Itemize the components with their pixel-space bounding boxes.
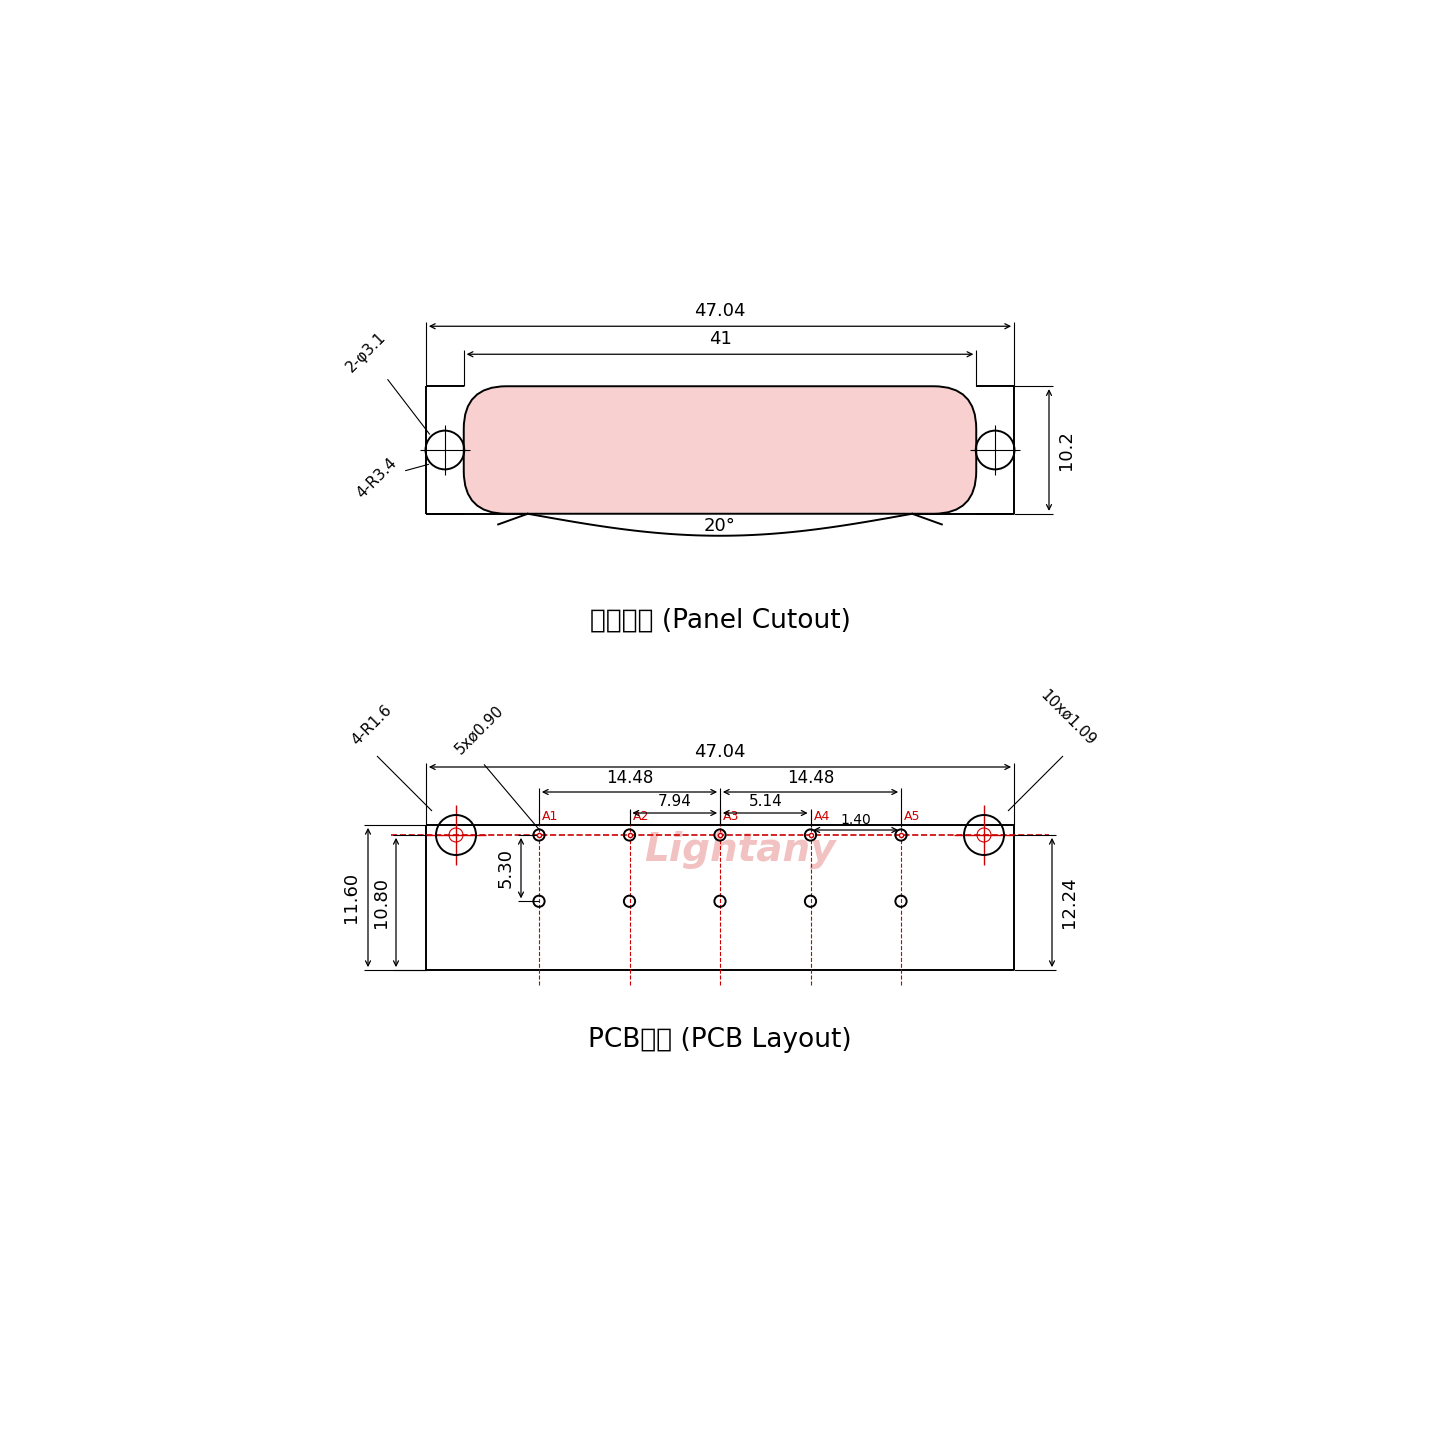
Text: 10xø1.09: 10xø1.09 xyxy=(1037,687,1099,747)
Text: 10.80: 10.80 xyxy=(372,877,390,927)
Text: A2: A2 xyxy=(632,811,649,824)
Text: A1: A1 xyxy=(541,811,559,824)
Text: 10.2: 10.2 xyxy=(1057,431,1076,469)
Text: 7.94: 7.94 xyxy=(658,793,691,809)
Text: 5xø0.90: 5xø0.90 xyxy=(452,703,507,756)
Text: 1.40: 1.40 xyxy=(841,814,871,827)
Text: 4-R1.6: 4-R1.6 xyxy=(348,703,395,747)
Text: 47.04: 47.04 xyxy=(694,302,746,320)
Text: 12.24: 12.24 xyxy=(1060,877,1079,929)
Text: 20°: 20° xyxy=(704,517,736,534)
Text: Lightany: Lightany xyxy=(644,831,835,868)
Text: 5.14: 5.14 xyxy=(749,793,782,809)
Text: 面板开孔 (Panel Cutout): 面板开孔 (Panel Cutout) xyxy=(589,608,851,634)
Text: 47.04: 47.04 xyxy=(694,743,746,760)
Text: A4: A4 xyxy=(814,811,829,824)
Text: A3: A3 xyxy=(723,811,739,824)
Text: 5.30: 5.30 xyxy=(497,848,516,888)
Text: 41: 41 xyxy=(708,330,732,348)
Text: Lightany: Lightany xyxy=(638,423,842,467)
Text: 4-R3.4: 4-R3.4 xyxy=(354,455,429,501)
Text: 2-φ3.1: 2-φ3.1 xyxy=(344,328,429,435)
Text: A5: A5 xyxy=(904,811,920,824)
FancyBboxPatch shape xyxy=(464,386,976,514)
Text: 14.48: 14.48 xyxy=(606,769,654,788)
Text: PCB布局 (PCB Layout): PCB布局 (PCB Layout) xyxy=(588,1027,852,1053)
Text: 14.48: 14.48 xyxy=(786,769,834,788)
Text: 11.60: 11.60 xyxy=(343,873,360,923)
